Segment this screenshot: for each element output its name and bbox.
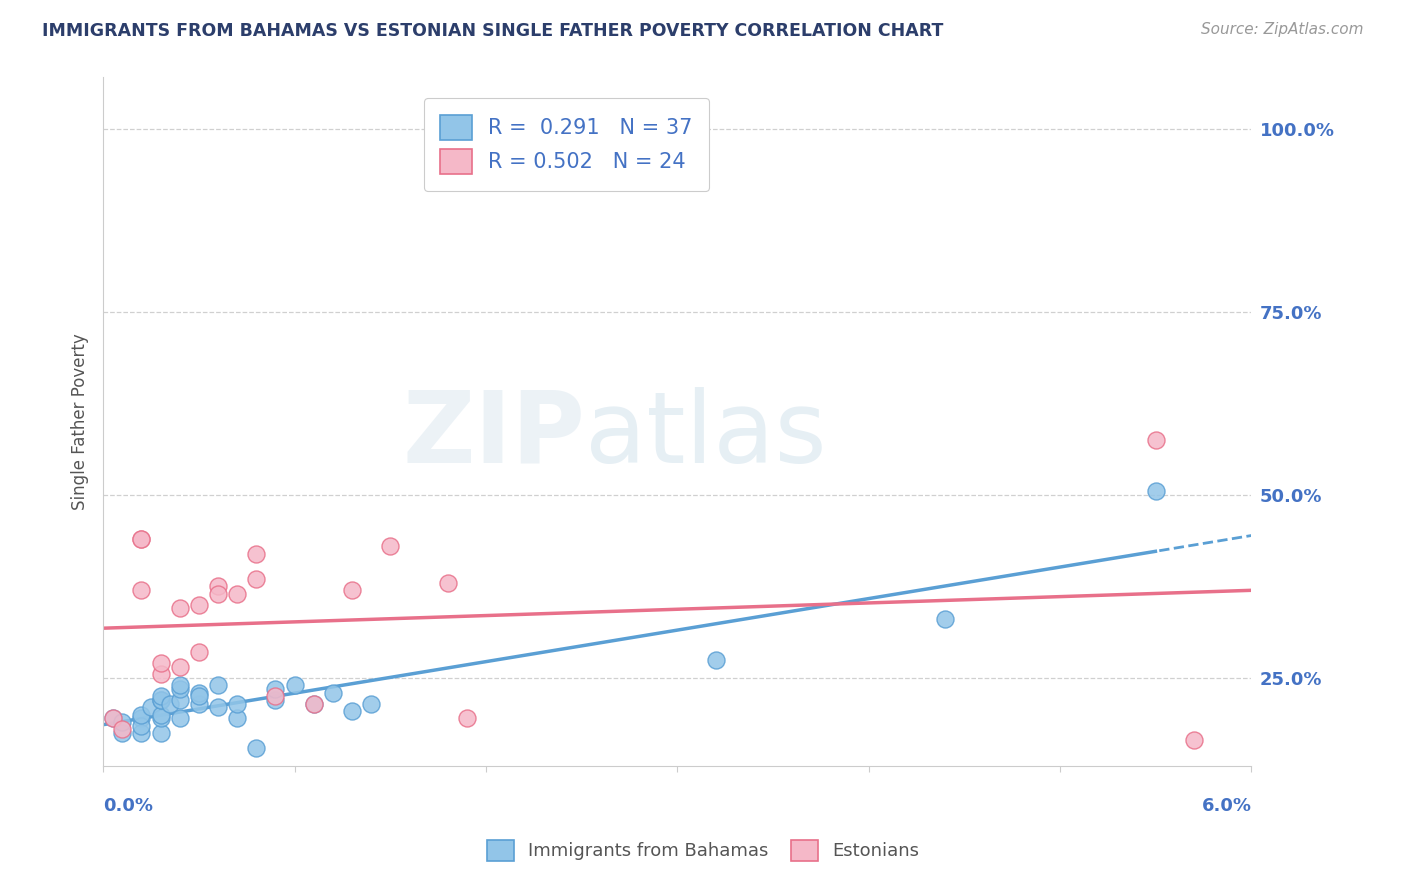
Point — [149, 693, 172, 707]
Point — [111, 714, 134, 729]
Point — [302, 697, 325, 711]
Point — [245, 572, 267, 586]
Point — [101, 711, 124, 725]
Point — [456, 711, 478, 725]
Point — [207, 579, 229, 593]
Point — [934, 612, 956, 626]
Point — [131, 707, 153, 722]
Point — [149, 707, 172, 722]
Point — [187, 686, 209, 700]
Point — [149, 693, 172, 707]
Text: ZIP: ZIP — [402, 387, 585, 484]
Point — [360, 697, 382, 711]
Point — [149, 726, 172, 740]
Legend: Immigrants from Bahamas, Estonians: Immigrants from Bahamas, Estonians — [478, 830, 928, 870]
Point — [131, 718, 153, 732]
Point — [111, 726, 134, 740]
Point — [207, 700, 229, 714]
Point — [226, 587, 249, 601]
Point — [187, 697, 209, 711]
Point — [207, 678, 229, 692]
Point — [380, 539, 402, 553]
Point — [169, 660, 191, 674]
Point — [149, 711, 172, 725]
Text: IMMIGRANTS FROM BAHAMAS VS ESTONIAN SINGLE FATHER POVERTY CORRELATION CHART: IMMIGRANTS FROM BAHAMAS VS ESTONIAN SING… — [42, 22, 943, 40]
Point — [149, 667, 172, 681]
Point — [264, 693, 287, 707]
Point — [226, 711, 249, 725]
Point — [101, 711, 124, 725]
Point — [139, 700, 162, 714]
Point — [1144, 484, 1167, 499]
Point — [322, 686, 344, 700]
Point — [436, 575, 458, 590]
Y-axis label: Single Father Poverty: Single Father Poverty — [72, 334, 89, 510]
Point — [111, 723, 134, 737]
Point — [245, 547, 267, 561]
Point — [131, 532, 153, 546]
Point — [131, 711, 153, 725]
Point — [131, 583, 153, 598]
Point — [149, 657, 172, 671]
Point — [169, 681, 191, 696]
Point — [283, 678, 305, 692]
Text: atlas: atlas — [585, 387, 827, 484]
Point — [169, 711, 191, 725]
Point — [187, 598, 209, 612]
Point — [1144, 433, 1167, 447]
Point — [302, 697, 325, 711]
Point — [1182, 733, 1205, 747]
Point — [264, 681, 287, 696]
Point — [340, 583, 363, 598]
Point — [704, 653, 727, 667]
Point — [149, 690, 172, 704]
Point — [169, 601, 191, 615]
Point — [245, 740, 267, 755]
Point — [264, 690, 287, 704]
Point — [187, 645, 209, 659]
Text: 6.0%: 6.0% — [1201, 797, 1251, 814]
Point — [159, 697, 181, 711]
Point — [169, 693, 191, 707]
Point — [226, 697, 249, 711]
Point — [207, 587, 229, 601]
Point — [169, 678, 191, 692]
Text: 0.0%: 0.0% — [103, 797, 153, 814]
Point — [131, 532, 153, 546]
Point — [340, 704, 363, 718]
Point — [131, 726, 153, 740]
Legend: R =  0.291   N = 37, R = 0.502   N = 24: R = 0.291 N = 37, R = 0.502 N = 24 — [423, 98, 709, 191]
Point — [187, 690, 209, 704]
Text: Source: ZipAtlas.com: Source: ZipAtlas.com — [1201, 22, 1364, 37]
